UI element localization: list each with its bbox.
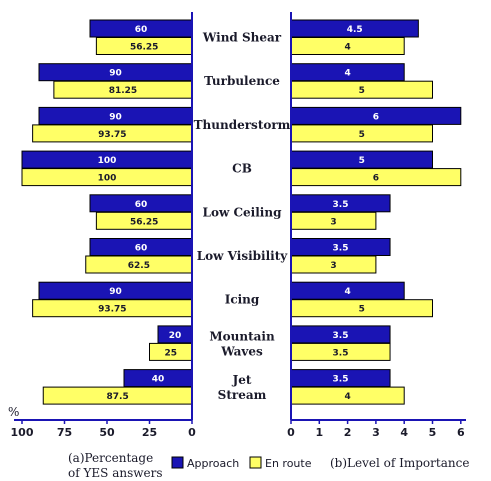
left-caption-line2: of YES answers: [68, 466, 163, 480]
right-caption: (b)Level of Importance: [330, 456, 469, 470]
left-en-route-label-1: 81.25: [109, 86, 137, 96]
right-en-route-label-5: 3: [330, 261, 336, 271]
left-en-route-label-0: 56.25: [130, 43, 158, 53]
category-label-4-0: Low Ceiling: [203, 205, 283, 219]
right-approach-label-8: 3.5: [333, 375, 349, 385]
left-approach-label-7: 20: [169, 331, 182, 341]
left-approach-label-2: 90: [109, 112, 122, 122]
category-label-6-0: Icing: [225, 293, 260, 307]
right-tick-label-5: 5: [429, 426, 437, 439]
right-approach-label-4: 3.5: [333, 200, 349, 210]
category-label-8-0: Jet: [232, 373, 252, 387]
left-en-route-label-8: 87.5: [107, 392, 129, 402]
category-label-7-0: Mountain: [209, 329, 275, 343]
left-tick-label-1: 75: [57, 426, 72, 439]
right-en-route-label-0: 4: [344, 43, 350, 53]
right-tick-label-2: 2: [344, 426, 352, 439]
right-en-route-label-1: 5: [359, 86, 365, 96]
right-tick-label-6: 6: [457, 426, 465, 439]
legend-swatch-approach: [171, 456, 184, 469]
right-approach-label-0: 4.5: [347, 25, 363, 35]
left-tick-label-2: 50: [99, 426, 115, 439]
left-approach-label-6: 90: [109, 287, 122, 297]
left-unit-label: %: [8, 405, 19, 419]
left-approach-label-8: 40: [152, 375, 165, 385]
right-approach-label-7: 3.5: [333, 331, 349, 341]
left-tick-label-4: 0: [188, 426, 196, 439]
left-tick-label-3: 25: [142, 426, 157, 439]
right-en-route-label-7: 3.5: [333, 348, 349, 358]
left-approach-label-0: 60: [135, 25, 148, 35]
right-approach-label-3: 5: [359, 156, 365, 166]
category-label-8-1: Stream: [218, 388, 267, 402]
right-approach-label-1: 4: [344, 69, 350, 79]
left-caption-line1: (a)Percentage: [68, 451, 153, 465]
legend-label-en-route: En route: [265, 457, 312, 470]
left-en-route-label-5: 62.5: [128, 261, 150, 271]
right-en-route-label-3: 6: [373, 174, 379, 184]
left-en-route-label-7: 25: [164, 348, 177, 358]
left-en-route-label-2: 93.75: [98, 130, 126, 140]
right-en-route-label-4: 3: [330, 217, 336, 227]
legend: Approach En route: [171, 456, 312, 470]
category-label-5-0: Low Visibility: [197, 249, 289, 263]
left-en-route-label-3: 100: [98, 174, 117, 184]
category-label-0-0: Wind Shear: [202, 31, 282, 45]
right-en-route-label-2: 5: [359, 130, 365, 140]
left-approach-label-3: 100: [98, 156, 117, 166]
category-label-7-1: Waves: [220, 344, 263, 358]
left-approach-label-5: 60: [135, 244, 148, 254]
right-approach-label-5: 3.5: [333, 244, 349, 254]
category-label-2-0: Thunderstorm: [194, 118, 291, 132]
left-en-route-label-6: 93.75: [98, 305, 126, 315]
right-en-route-label-8: 4: [344, 392, 350, 402]
left-approach-label-1: 90: [109, 69, 122, 79]
right-en-route-label-6: 5: [359, 305, 365, 315]
left-tick-label-0: 100: [11, 426, 34, 439]
legend-swatch-en-route: [249, 456, 262, 469]
right-tick-label-1: 1: [315, 426, 323, 439]
right-approach-label-6: 4: [344, 287, 350, 297]
bars-layer: 6056.254.549081.25459093.756510010056605…: [21, 19, 462, 405]
category-labels: Wind Shear Turbulence Thunderstorm CB Low Ce…: [194, 31, 291, 403]
legend-label-approach: Approach: [187, 457, 239, 470]
right-tick-label-0: 0: [287, 426, 295, 439]
left-en-route-label-4: 56.25: [130, 217, 158, 227]
left-approach-label-4: 60: [135, 200, 148, 210]
category-label-1-0: Turbulence: [204, 74, 280, 88]
right-tick-label-3: 3: [372, 426, 380, 439]
category-label-3-0: CB: [232, 162, 252, 176]
right-tick-label-4: 4: [400, 426, 408, 439]
axes-layer: 100 75 50 25 0 0 1 2 3 4 5 6: [11, 12, 466, 439]
right-approach-label-2: 6: [373, 112, 379, 122]
